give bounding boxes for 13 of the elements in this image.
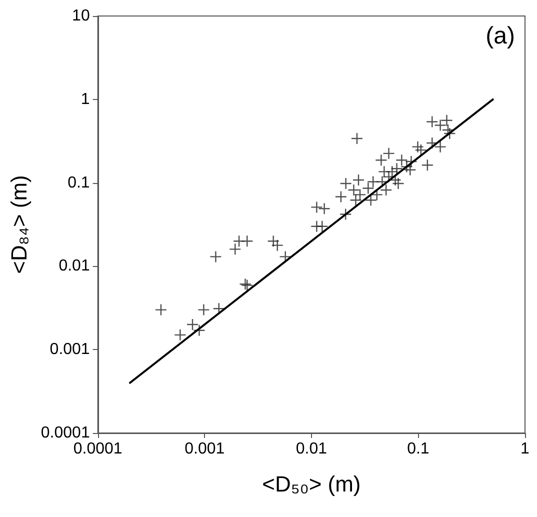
x-axis-title: <D₅₀> (m)	[262, 472, 361, 496]
y-tick-label: 1	[80, 90, 90, 108]
y-axis-title: <D₈₄> (m)	[6, 175, 32, 274]
y-tick-label: 0.001	[50, 341, 90, 358]
x-tick-label: 1	[520, 440, 530, 458]
y-tick-label: 0.0001	[40, 424, 90, 442]
x-tick-label: 0.01	[296, 440, 328, 458]
y-tick-label: 0.1	[68, 174, 90, 192]
y-tick-label: 10	[72, 8, 90, 24]
x-tick-label: 0.001	[184, 440, 225, 458]
annotation: (a)	[486, 22, 516, 50]
x-tick-label: 0.1	[407, 440, 430, 458]
y-tick-label: 0.01	[58, 258, 90, 275]
